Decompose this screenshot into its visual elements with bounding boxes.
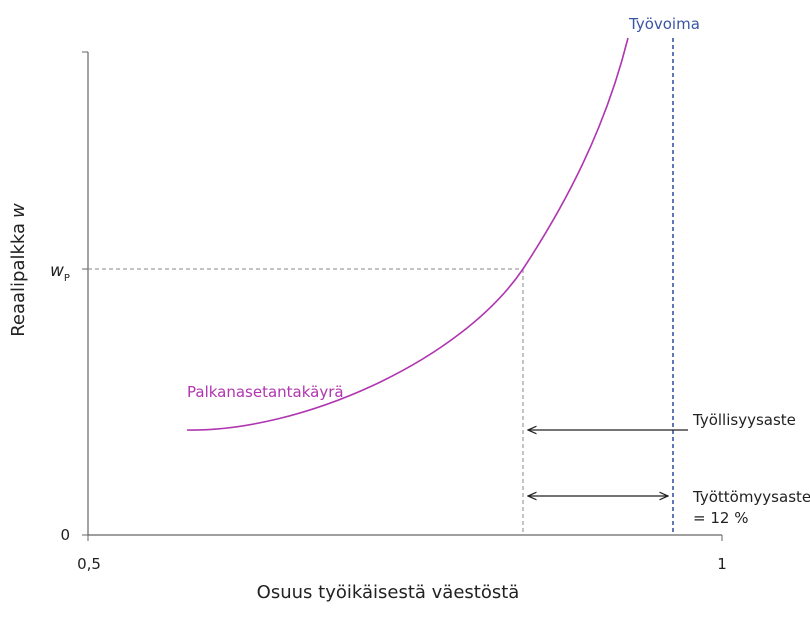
- wage-symbol: wP: [50, 261, 70, 284]
- x-end-label: 1: [717, 555, 727, 573]
- labor-force-label: Työvoima: [628, 15, 700, 33]
- y-axis-title-text: Reaalipalkka: [8, 223, 29, 337]
- wage-setting-curve: [186, 37, 629, 431]
- y-axis-title-var: w: [8, 203, 29, 218]
- wage-curve-label: Palkanasetantakäyrä: [187, 383, 344, 401]
- wage-subscript: P: [64, 273, 70, 284]
- x-start-label: 0,5: [77, 555, 101, 573]
- employment-rate-label: Työllisyysaste: [692, 411, 796, 429]
- y-origin-label: 0: [60, 526, 70, 544]
- y-axis-title: Reaalipalkka w: [8, 203, 29, 337]
- x-axis-title: Osuus työikäisestä väestöstä: [257, 582, 520, 603]
- unemployment-rate-label: Työttömyysaste: [692, 488, 810, 506]
- wage-symbol-main: w: [50, 261, 64, 281]
- unemployment-rate-value: = 12 %: [693, 509, 748, 527]
